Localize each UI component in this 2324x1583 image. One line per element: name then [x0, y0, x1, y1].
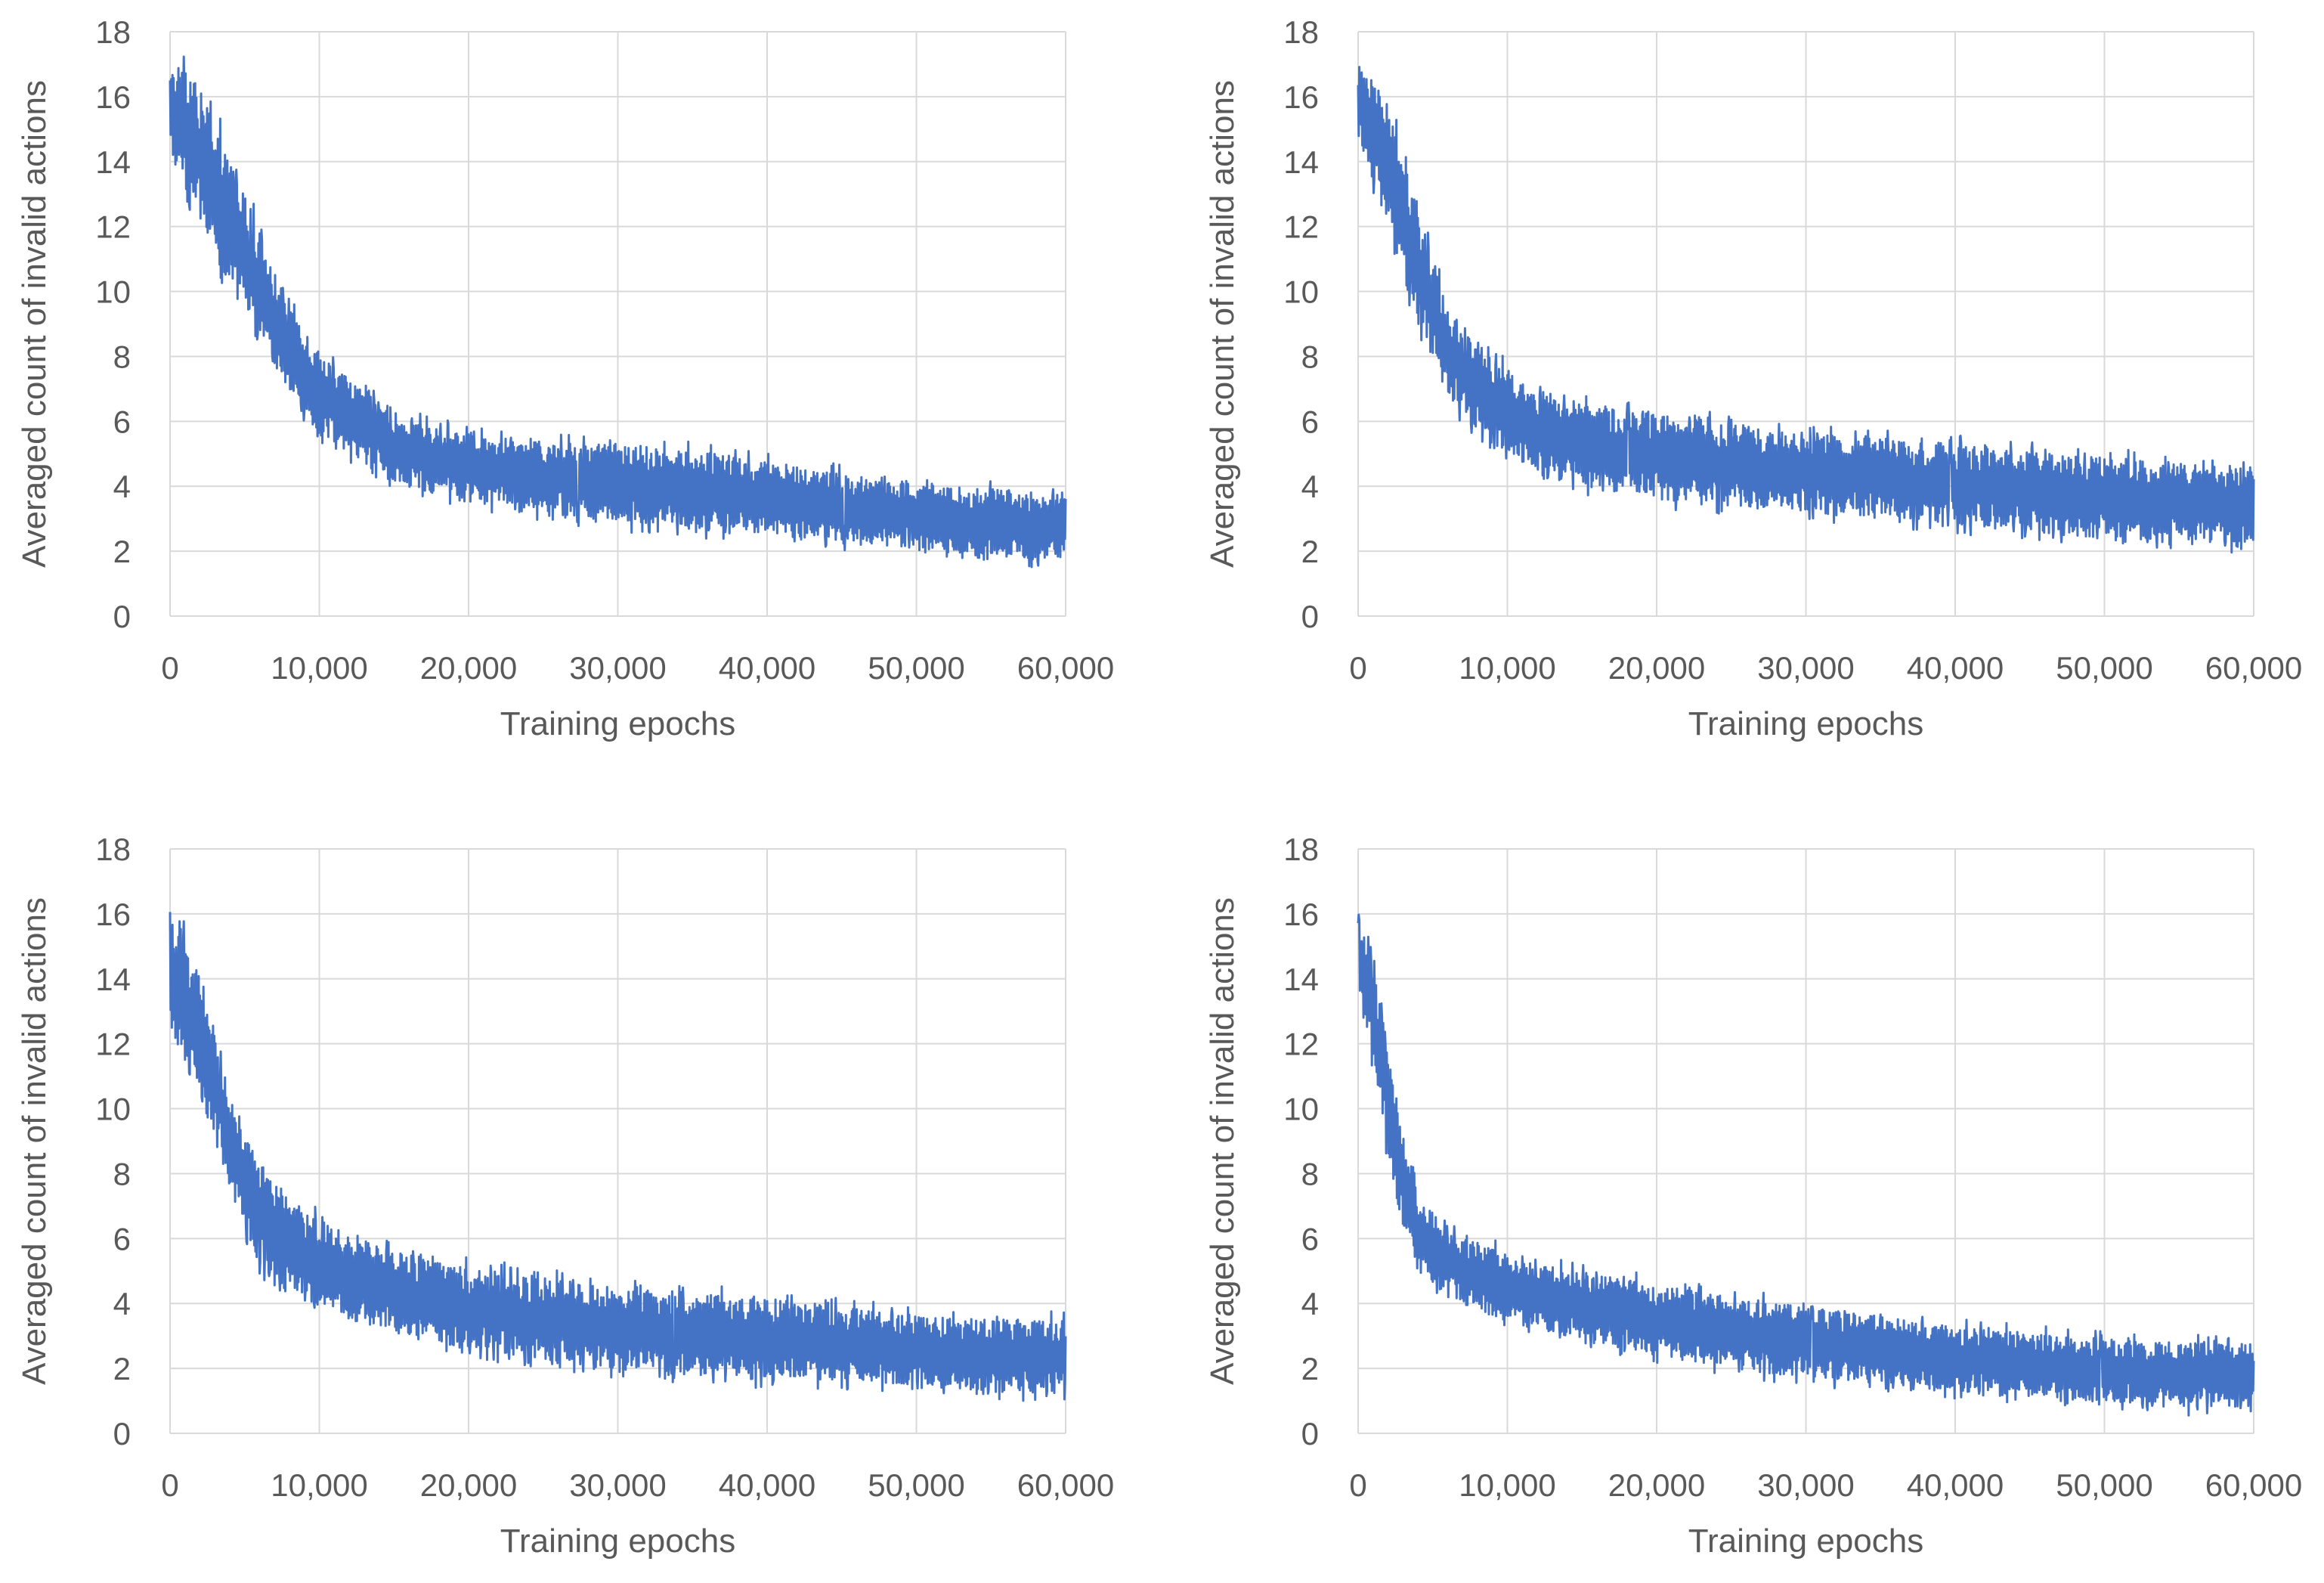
y-tick-label: 8	[113, 339, 131, 374]
y-tick-label: 2	[113, 1351, 131, 1386]
y-tick-label: 12	[1283, 1027, 1319, 1062]
y-tick-label: 2	[1301, 534, 1319, 569]
x-tick-label: 60,000	[1017, 650, 1114, 686]
y-tick-label: 8	[1301, 339, 1319, 374]
x-tick-label: 50,000	[868, 650, 964, 686]
y-tick-label: 2	[113, 534, 131, 569]
x-tick-label: 60,000	[1017, 1467, 1114, 1503]
x-tick-label: 0	[1349, 1467, 1366, 1503]
x-tick-label: 20,000	[1608, 1467, 1705, 1503]
x-tick-label: 10,000	[1459, 650, 1555, 686]
y-tick-label: 2	[1301, 1351, 1319, 1386]
x-tick-label: 40,000	[719, 650, 815, 686]
x-tick-label: 30,000	[1757, 1467, 1854, 1503]
x-tick-label: 50,000	[2056, 650, 2152, 686]
y-tick-label: 10	[1283, 274, 1319, 310]
series-line-1	[169, 912, 1067, 1402]
y-axis-label: Averaged count of invalid actions	[16, 897, 53, 1385]
x-tick-label: 10,000	[271, 1467, 367, 1503]
series-line-1	[169, 55, 1067, 568]
x-axis-label: Training epochs	[1688, 1523, 1923, 1560]
y-tick-label: 6	[113, 1221, 131, 1256]
x-tick-label: 40,000	[1907, 1467, 2004, 1503]
y-tick-label: 14	[95, 962, 131, 997]
y-tick-label: 0	[113, 1416, 131, 1451]
x-tick-label: 30,000	[569, 650, 666, 686]
chart-panel-3: 0 2 4 6 8 10 12 14 16 18 0 10,000 20,000 30,000 40,000…	[16, 832, 1114, 1560]
y-axis-label: Averaged count of invalid actions	[16, 80, 53, 568]
x-tick-label: 20,000	[420, 1467, 517, 1503]
chart-panel-4: 0 2 4 6 8 10 12 14 16 18 0 10,000 20,000 30,000 40,000…	[1204, 832, 2302, 1560]
x-axis-label: Training epochs	[1688, 705, 1923, 742]
y-tick-label: 16	[95, 79, 131, 115]
y-tick-label: 0	[1301, 1416, 1319, 1451]
y-tick-label: 16	[95, 897, 131, 932]
y-tick-label: 16	[1283, 79, 1319, 115]
chart-panel-2: 0 2 4 6 8 10 12 14 16 18 0 10,000 20,000 30,000 40,000…	[1204, 14, 2302, 742]
y-tick-label: 0	[113, 599, 131, 634]
x-axis-label: Training epochs	[500, 705, 735, 742]
y-tick-label: 18	[1283, 14, 1319, 50]
series-line-1	[1357, 913, 2255, 1417]
chart-panel-1: 0 2 4 6 8 10 12 14 16 18 0 10,000 20,000 30,000 40,000…	[16, 14, 1114, 742]
x-tick-label: 40,000	[1907, 650, 2004, 686]
y-tick-label: 0	[1301, 599, 1319, 634]
y-tick-label: 12	[95, 209, 131, 245]
x-tick-label: 30,000	[1757, 650, 1854, 686]
y-tick-label: 6	[1301, 404, 1319, 439]
x-tick-label: 10,000	[1459, 1467, 1555, 1503]
x-tick-label: 10,000	[271, 650, 367, 686]
x-tick-label: 0	[161, 650, 178, 686]
y-tick-label: 12	[95, 1027, 131, 1062]
y-tick-label: 14	[1283, 962, 1319, 997]
x-tick-label: 30,000	[569, 1467, 666, 1503]
y-tick-label: 18	[95, 14, 131, 50]
y-tick-label: 4	[113, 1286, 131, 1321]
y-tick-label: 8	[1301, 1156, 1319, 1191]
y-tick-label: 6	[113, 404, 131, 439]
x-axis-label: Training epochs	[500, 1523, 735, 1560]
x-tick-label: 60,000	[2205, 650, 2302, 686]
y-tick-label: 10	[95, 1092, 131, 1127]
y-tick-label: 8	[113, 1156, 131, 1191]
y-tick-label: 14	[95, 144, 131, 180]
y-axis-label: Averaged count of invalid actions	[1204, 897, 1241, 1385]
x-tick-label: 20,000	[1608, 650, 1705, 686]
y-tick-label: 4	[113, 469, 131, 504]
y-tick-label: 18	[95, 832, 131, 867]
series-line-1	[1357, 66, 2255, 554]
y-tick-label: 12	[1283, 209, 1319, 245]
y-tick-label: 14	[1283, 144, 1319, 180]
x-tick-label: 0	[161, 1467, 178, 1503]
y-tick-label: 16	[1283, 897, 1319, 932]
y-tick-label: 4	[1301, 469, 1319, 504]
y-tick-label: 6	[1301, 1221, 1319, 1256]
y-tick-label: 10	[95, 274, 131, 310]
y-tick-label: 18	[1283, 832, 1319, 867]
y-axis-label: Averaged count of invalid actions	[1204, 80, 1241, 568]
x-tick-label: 50,000	[2056, 1467, 2152, 1503]
x-tick-label: 40,000	[719, 1467, 815, 1503]
y-tick-label: 10	[1283, 1092, 1319, 1127]
y-tick-label: 4	[1301, 1286, 1319, 1321]
x-tick-label: 0	[1349, 650, 1366, 686]
x-tick-label: 50,000	[868, 1467, 964, 1503]
x-tick-label: 60,000	[2205, 1467, 2302, 1503]
x-tick-label: 20,000	[420, 650, 517, 686]
